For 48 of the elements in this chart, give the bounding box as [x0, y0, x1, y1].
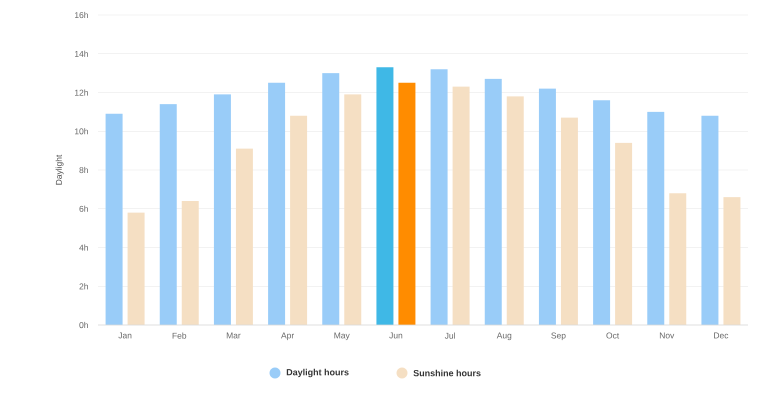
- bar: [701, 116, 718, 325]
- y-tick-label: 12h: [75, 89, 88, 96]
- x-tick-label: Aug: [496, 332, 512, 340]
- y-axis-title: Daylight: [56, 154, 64, 185]
- bar: [398, 82, 416, 325]
- y-tick-label: 6h: [80, 206, 88, 212]
- x-tick-label: Jun: [389, 332, 402, 338]
- bar: [344, 94, 362, 325]
- bar: [593, 100, 610, 325]
- bar: [647, 112, 664, 325]
- bar: [669, 193, 686, 325]
- bar: [160, 104, 177, 325]
- bar: [236, 148, 253, 325]
- legend-label: Sunshine hours: [413, 370, 481, 376]
- y-tick-label: 14h: [75, 50, 88, 57]
- x-tick-label: Feb: [172, 332, 186, 339]
- x-tick-label: May: [334, 332, 350, 340]
- bar: [506, 96, 524, 325]
- y-tick-label: 0h: [79, 322, 88, 328]
- bar: [430, 69, 448, 325]
- bar: [723, 197, 740, 325]
- x-tick-label: Oct: [606, 332, 620, 339]
- bar: [615, 142, 632, 325]
- bar: [376, 67, 394, 325]
- x-tick-label: Nov: [660, 332, 674, 338]
- y-tick-label: 2h: [79, 283, 88, 290]
- x-tick-label: Jul: [444, 332, 455, 339]
- legend-label: Daylight hours: [286, 368, 349, 378]
- y-tick-label: 8h: [79, 166, 88, 174]
- x-tick-label: Dec: [714, 332, 728, 338]
- x-tick-label: Jan: [118, 332, 132, 338]
- bar: [128, 212, 145, 325]
- x-tick-label: Mar: [226, 332, 241, 338]
- bar: [538, 88, 556, 325]
- bar: [452, 86, 470, 325]
- x-tick-label: Apr: [281, 332, 294, 340]
- y-tick-label: 4h: [79, 244, 88, 251]
- bar: [182, 201, 199, 325]
- bar: [268, 82, 286, 325]
- bar: [322, 73, 340, 325]
- bar: [484, 78, 502, 325]
- bar: [290, 116, 308, 325]
- y-tick-label: 16h: [75, 12, 88, 18]
- y-tick-label: 10h: [75, 128, 88, 134]
- x-tick-label: Sep: [551, 332, 566, 340]
- bar: [106, 114, 123, 325]
- bar: [560, 118, 578, 325]
- bar: [214, 94, 231, 325]
